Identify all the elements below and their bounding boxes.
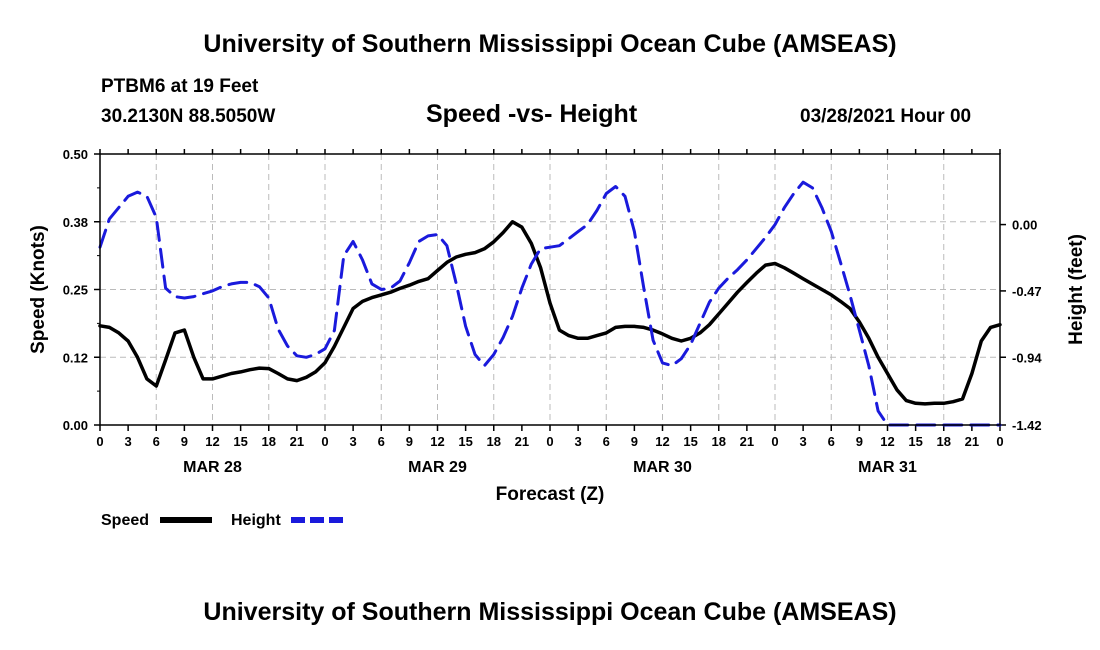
x-tick-label: 18 (712, 434, 726, 449)
legend: Speed Height (101, 512, 343, 529)
x-tick-label: 21 (965, 434, 979, 449)
day-label: MAR 30 (633, 459, 692, 476)
x-tick-label: 15 (908, 434, 922, 449)
y-left-tick-label: 0.00 (63, 418, 88, 433)
x-tick-label: 3 (800, 434, 807, 449)
x-tick-label: 9 (406, 434, 413, 449)
x-tick-label: 6 (603, 434, 610, 449)
x-tick-label: 9 (631, 434, 638, 449)
footer-title: University of Southern Mississippi Ocean… (203, 598, 897, 626)
x-tick-label: 15 (683, 434, 697, 449)
x-tick-label: 6 (153, 434, 160, 449)
plot-frame (99, 153, 1001, 426)
x-axis-title: Forecast (Z) (496, 484, 605, 505)
x-tick-label: 3 (125, 434, 132, 449)
x-tick-label: 9 (856, 434, 863, 449)
series-layer (98, 180, 1002, 427)
x-tick-label: 0 (996, 434, 1003, 449)
x-tick-label: 18 (487, 434, 501, 449)
x-tick-label: 21 (740, 434, 754, 449)
x-tick-label: 15 (458, 434, 472, 449)
x-tick-label: 3 (350, 434, 357, 449)
forecast-datetime: 03/28/2021 Hour 00 (800, 106, 972, 127)
series-line-speed (98, 220, 1002, 406)
x-tick-label: 21 (290, 434, 304, 449)
x-tick-label: 0 (321, 434, 328, 449)
x-tick-label: 12 (430, 434, 444, 449)
day-label: MAR 28 (183, 459, 242, 476)
x-tick-label: 0 (771, 434, 778, 449)
chart-title: University of Southern Mississippi Ocean… (203, 30, 897, 58)
x-tick-label: 0 (96, 434, 103, 449)
y-right-tick-label: -1.42 (1012, 418, 1042, 433)
y-left-tick-label: 0.25 (63, 283, 88, 298)
legend-height-label: Height (231, 512, 281, 529)
y-left-tick-label: 0.50 (63, 147, 88, 162)
x-tick-label: 6 (828, 434, 835, 449)
day-label: MAR 31 (858, 459, 917, 476)
y-axis-right-title: Height (feet) (1066, 234, 1087, 345)
x-tick-label: 6 (378, 434, 385, 449)
y-left-tick-label: 0.38 (63, 215, 88, 230)
station-label: PTBM6 at 19 Feet (101, 76, 259, 97)
chart-subtitle: Speed -vs- Height (426, 100, 638, 128)
y-right-tick-label: -0.47 (1012, 284, 1042, 299)
x-tick-label: 15 (233, 434, 247, 449)
x-tick-label: 18 (937, 434, 951, 449)
station-coordinates: 30.2130N 88.5050W (101, 106, 276, 127)
y-axis-left-title: Speed (Knots) (28, 225, 49, 354)
y-right-tick-label: 0.00 (1012, 218, 1037, 233)
x-tick-label: 12 (655, 434, 669, 449)
x-tick-label: 12 (880, 434, 894, 449)
x-tick-label: 18 (262, 434, 276, 449)
x-tick-label: 0 (546, 434, 553, 449)
day-label: MAR 29 (408, 459, 467, 476)
x-tick-label: 9 (181, 434, 188, 449)
y-left-tick-label: 0.12 (63, 350, 88, 365)
grid-layer (100, 154, 1000, 425)
series-line-height (98, 180, 1002, 427)
y-right-tick-label: -0.94 (1012, 350, 1042, 365)
x-tick-label: 12 (205, 434, 219, 449)
x-tick-label: 21 (515, 434, 529, 449)
axis-ticks: 0.00 0.12 0.25 0.38 0.50 0 3 6 9 12 15 18 21 0 3 6 9 12 15… (63, 147, 1043, 476)
legend-speed-label: Speed (101, 512, 149, 529)
x-tick-label: 3 (575, 434, 582, 449)
